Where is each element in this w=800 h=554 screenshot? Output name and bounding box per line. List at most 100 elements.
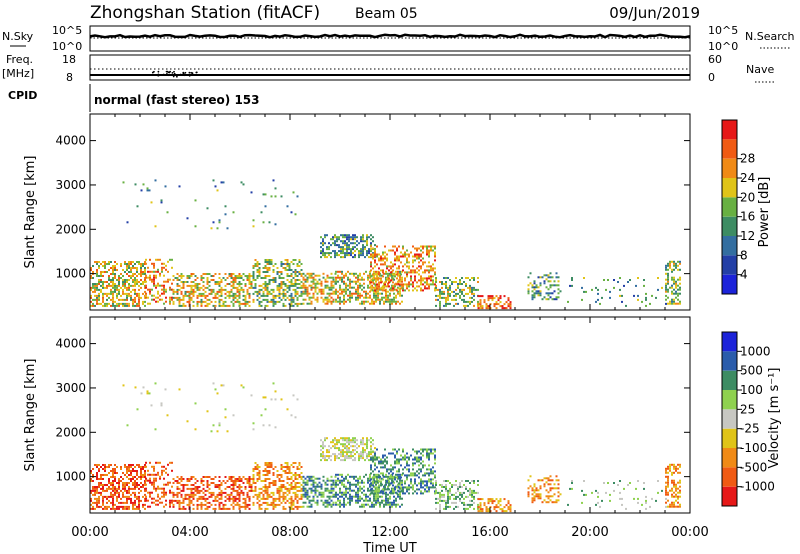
freq-tick-low: 8	[66, 71, 73, 84]
velocity-cell	[126, 505, 128, 508]
power-cell	[340, 256, 342, 259]
velocity-cell	[270, 491, 273, 494]
velocity-cell	[100, 491, 102, 494]
power-cell	[316, 298, 319, 301]
power-cell	[274, 300, 277, 303]
power-cell	[126, 298, 128, 301]
velocity-cell	[432, 452, 434, 455]
velocity-cell	[428, 478, 430, 481]
power-cell	[202, 292, 205, 295]
power-cell	[116, 263, 118, 265]
velocity-cell	[153, 479, 155, 482]
velocity-cell	[420, 452, 422, 455]
power-cell	[435, 304, 437, 307]
power-cell	[346, 248, 348, 251]
power-cell	[441, 286, 443, 289]
velocity-cell	[422, 448, 424, 451]
velocity-cell	[212, 499, 215, 502]
power-cell	[294, 213, 297, 216]
velocity-cell	[161, 495, 163, 498]
power-cell	[385, 272, 387, 275]
velocity-cell	[455, 501, 457, 504]
velocity-cell	[422, 486, 424, 489]
power-cell	[457, 286, 459, 289]
power-cell	[134, 263, 136, 265]
power-cell	[400, 283, 402, 286]
power-cell	[256, 290, 259, 293]
power-cell	[104, 271, 106, 273]
velocity-cell	[92, 507, 94, 510]
velocity-cell	[300, 489, 303, 492]
velocity-cell	[356, 439, 358, 442]
power-cell	[292, 259, 295, 261]
power-cell	[376, 263, 378, 266]
power-cell	[368, 236, 370, 239]
velocity-cell	[369, 499, 371, 502]
power-cell	[465, 292, 467, 295]
velocity-cell	[226, 486, 229, 488]
velocity-cell	[130, 478, 132, 480]
velocity-cell	[385, 497, 387, 500]
velocity-cell	[274, 505, 277, 508]
power-cell	[394, 263, 396, 266]
velocity-cell	[354, 457, 356, 460]
nave-tick-high: 60	[708, 53, 722, 66]
power-cell	[134, 288, 136, 291]
velocity-cell	[386, 456, 388, 459]
power-cell	[266, 271, 269, 273]
power-cell	[114, 300, 116, 303]
velocity-cell	[238, 484, 241, 486]
power-cell	[342, 256, 344, 259]
power-cell	[296, 298, 299, 301]
power-cell	[224, 273, 227, 275]
power-cell	[435, 286, 437, 289]
velocity-cell	[408, 474, 410, 477]
power-cell	[555, 272, 558, 275]
power-cell	[408, 267, 410, 270]
power-cell	[354, 254, 356, 257]
velocity-cell	[296, 482, 299, 484]
power-cell	[326, 246, 328, 249]
velocity-cell	[445, 480, 447, 482]
velocity-cell	[386, 468, 388, 471]
velocity-cell	[108, 478, 110, 480]
power-cell	[232, 283, 235, 285]
power-cell	[274, 279, 277, 281]
power-cell	[420, 277, 422, 280]
power-cell	[332, 280, 335, 283]
velocity-cell	[372, 456, 374, 459]
power-cell	[422, 261, 424, 264]
velocity-cell	[469, 503, 471, 506]
power-cell	[369, 302, 371, 305]
velocity-cell	[391, 505, 393, 508]
velocity-cell	[120, 480, 122, 482]
power-cell	[236, 275, 239, 277]
power-cell	[282, 290, 285, 293]
power-cell	[335, 278, 337, 281]
power-cell	[226, 294, 229, 297]
velocity-cell	[214, 495, 217, 498]
velocity-cell	[465, 480, 467, 482]
power-cell	[286, 279, 289, 281]
velocity-cell	[384, 458, 386, 461]
velocity-cell	[341, 493, 343, 496]
velocity-cell	[302, 485, 305, 488]
power-cell	[330, 300, 333, 303]
velocity-cell	[310, 487, 313, 490]
velocity-cell	[163, 495, 165, 498]
velocity-cell	[401, 497, 403, 500]
power-cell	[90, 286, 92, 289]
power-cell	[268, 281, 271, 283]
velocity-cell	[387, 485, 389, 488]
velocity-cell	[180, 478, 183, 480]
velocity-cell	[171, 485, 173, 488]
velocity-cell	[374, 486, 376, 489]
power-cell	[426, 287, 428, 290]
power-cell	[372, 277, 374, 280]
velocity-cell	[418, 482, 420, 485]
velocity-cell	[98, 486, 100, 488]
power-cell	[471, 300, 473, 303]
power-cell	[673, 278, 675, 281]
power-cell	[547, 274, 550, 277]
velocity-cell	[387, 493, 389, 496]
